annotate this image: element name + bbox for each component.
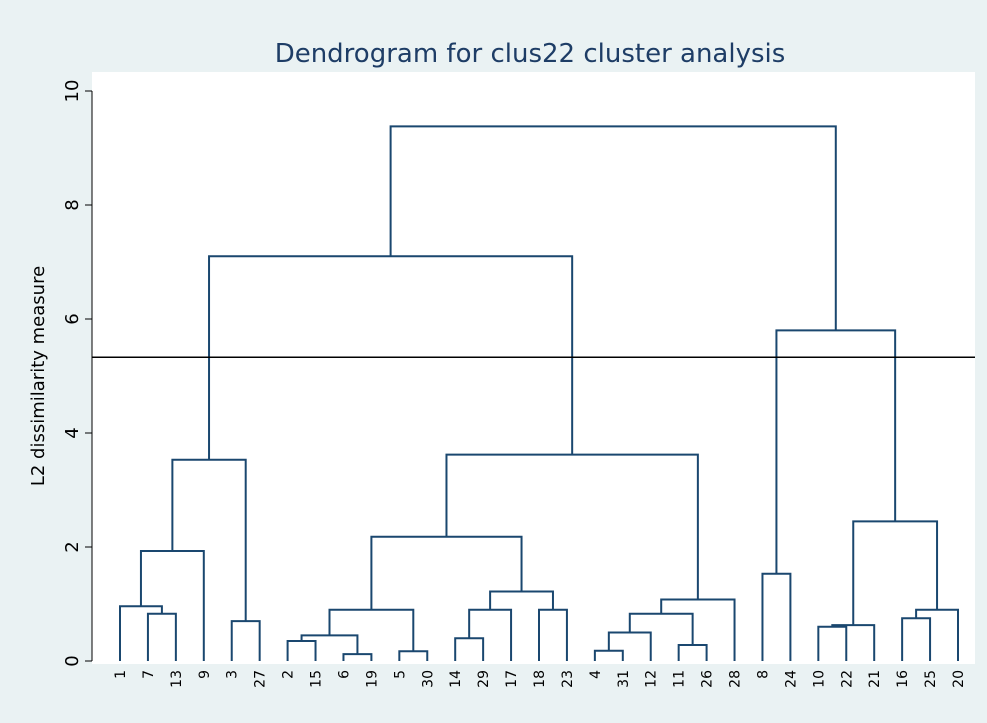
chart-title: Dendrogram for clus22 cluster analysis (275, 39, 786, 69)
plot-area (92, 72, 975, 664)
leaf-label: 4 (588, 670, 604, 679)
leaf-label: 6 (336, 670, 352, 679)
leaf-label: 8 (755, 670, 771, 679)
leaf-label: 7 (141, 670, 157, 679)
y-tick-label: 10 (62, 80, 83, 103)
leaf-label: 14 (448, 670, 464, 688)
leaf-label: 18 (532, 670, 548, 688)
leaf-label: 20 (951, 670, 967, 688)
leaf-label: 10 (811, 670, 827, 688)
y-tick-label: 2 (62, 541, 83, 552)
leaf-label: 16 (895, 670, 911, 688)
leaf-label: 2 (281, 670, 297, 679)
leaf-label: 9 (197, 670, 213, 679)
leaf-label: 13 (169, 670, 185, 688)
leaf-label: 1 (113, 670, 129, 679)
leaf-label: 17 (504, 670, 520, 688)
leaf-label: 28 (728, 670, 744, 688)
leaf-label: 11 (672, 670, 688, 688)
leaf-label: 25 (923, 670, 939, 688)
leaf-label: 26 (700, 670, 716, 688)
leaf-label: 23 (560, 670, 576, 688)
leaf-label: 15 (309, 670, 325, 688)
y-tick-label: 8 (62, 199, 83, 210)
leaf-label: 3 (225, 670, 241, 679)
y-tick-label: 6 (62, 313, 83, 324)
leaf-label: 27 (253, 670, 269, 688)
leaf-label: 21 (867, 670, 883, 688)
leaf-label: 30 (420, 670, 436, 688)
y-axis-label: L2 dissimilarity measure (28, 266, 49, 486)
leaf-label: 31 (616, 670, 632, 688)
y-tick-label: 0 (62, 655, 83, 666)
leaf-label: 19 (364, 670, 380, 688)
leaf-label: 5 (392, 670, 408, 679)
merge-link (389, 125, 837, 331)
leaf-label: 12 (644, 670, 660, 688)
leaf-label: 29 (476, 670, 492, 688)
leaf-label: 22 (839, 670, 855, 688)
y-tick-label: 4 (62, 427, 83, 438)
leaf-label: 24 (783, 670, 799, 688)
